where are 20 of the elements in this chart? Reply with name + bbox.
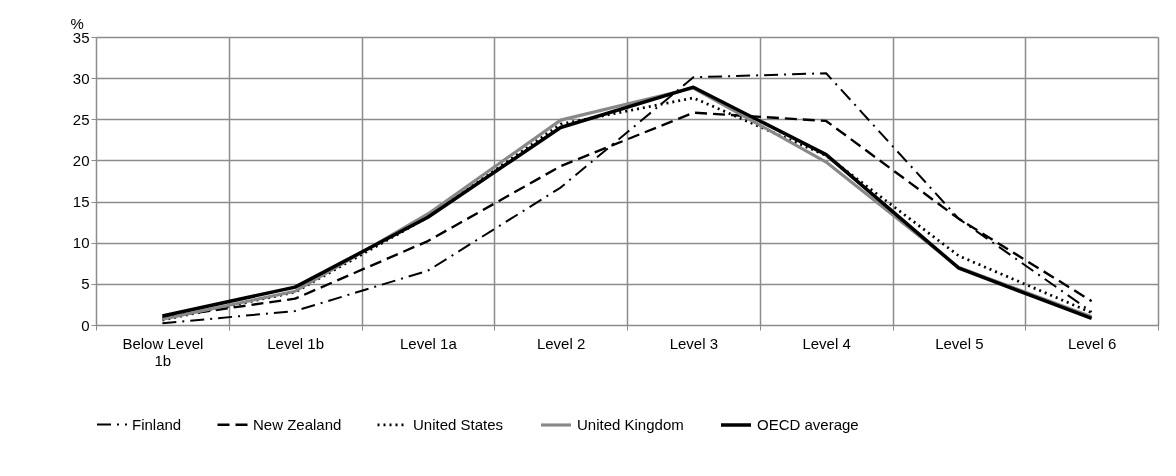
legend-label: New Zealand <box>253 415 342 433</box>
y-tick-label: 30 <box>72 69 90 87</box>
legend-label: OECD average <box>757 416 859 433</box>
x-tick-label: Level 3 <box>669 334 719 352</box>
y-tick-label: 5 <box>81 275 90 293</box>
y-tick-label: 10 <box>72 234 90 252</box>
x-tick-label: Level 4 <box>802 334 851 352</box>
x-tick-label: Level 1a <box>400 334 458 352</box>
x-tick-label: Level 6 <box>1067 334 1117 352</box>
x-tick-label: Level 2 <box>536 334 586 352</box>
x-tick-label: Level 5 <box>935 334 984 352</box>
x-tick-label: Level 1b <box>267 334 324 352</box>
legend-label: Finland <box>132 415 182 433</box>
legend-label: United States <box>413 415 504 433</box>
y-tick-label: 0 <box>81 316 90 334</box>
y-tick-label: 15 <box>72 193 90 211</box>
legend-label: United Kingdom <box>577 416 684 433</box>
y-tick-label: 20 <box>72 151 90 169</box>
x-tick-label: Below Level 1b <box>122 334 204 369</box>
y-tick-label: 25 <box>72 110 90 128</box>
